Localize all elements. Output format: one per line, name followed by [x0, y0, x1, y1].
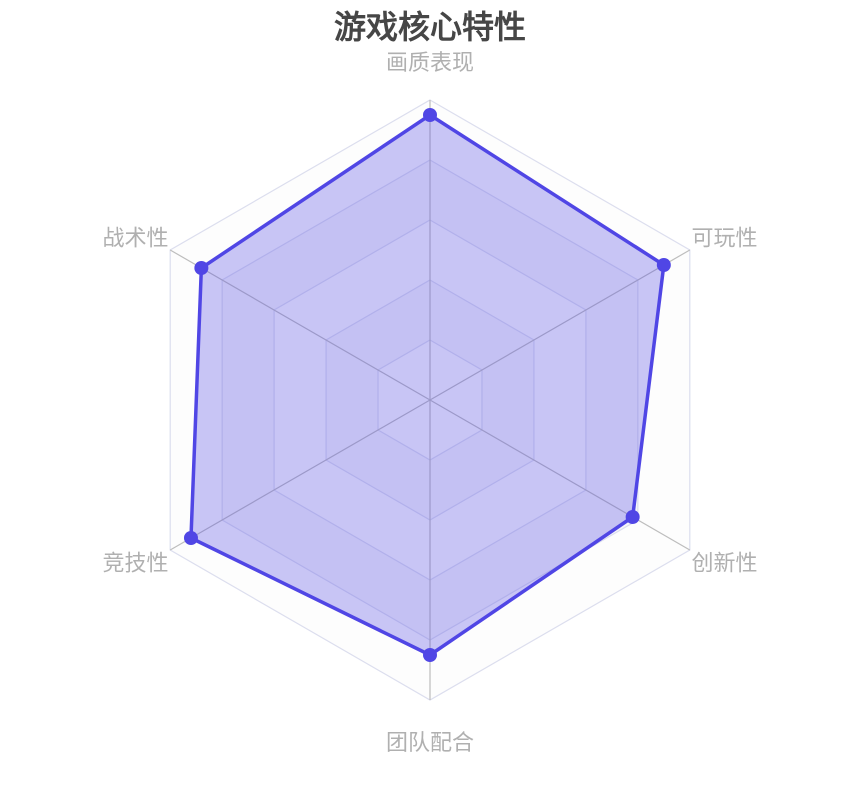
- axis-line: [169, 249, 431, 401]
- axis-label: 战术性: [103, 227, 169, 252]
- axis-line: [169, 399, 431, 551]
- data-point: [625, 510, 640, 524]
- chart-title: 游戏核心特性: [333, 8, 526, 46]
- data-point: [656, 258, 671, 272]
- data-point: [423, 648, 437, 662]
- data-point: [423, 108, 437, 122]
- axis-label: 团队配合: [386, 731, 474, 756]
- axis-label: 画质表现: [386, 51, 474, 76]
- axis-label: 创新性: [691, 552, 757, 577]
- data-point: [183, 531, 198, 545]
- data-point: [194, 261, 209, 275]
- axis-label: 竞技性: [103, 552, 169, 577]
- axis-line: [429, 399, 691, 551]
- axis-label: 可玩性: [691, 227, 757, 252]
- axis-line: [429, 249, 691, 401]
